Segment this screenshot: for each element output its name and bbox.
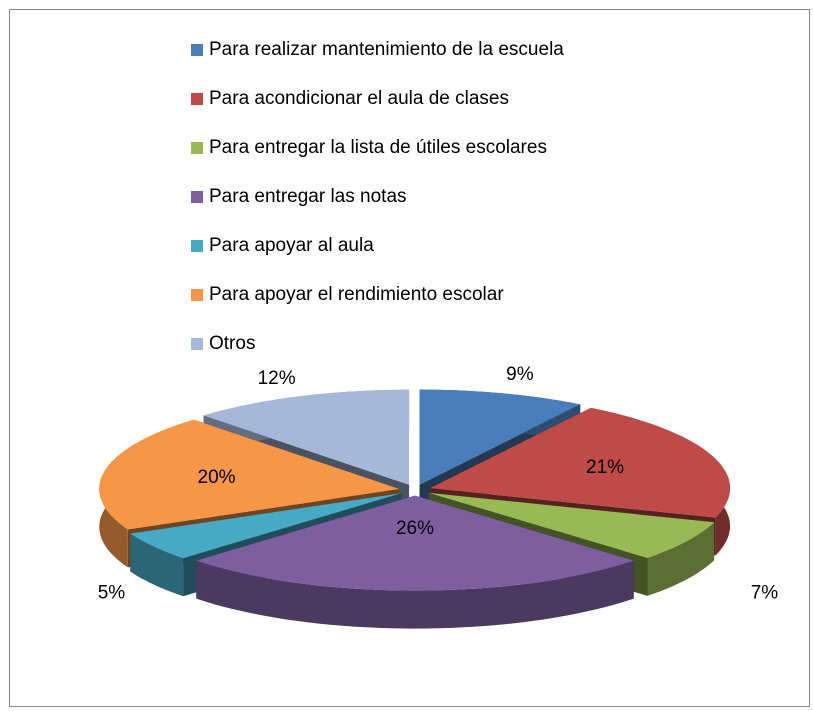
slice-top — [419, 389, 581, 485]
slice-top — [196, 495, 634, 591]
legend-label: Para acondicionar el aula de clases — [209, 88, 509, 109]
legend-label: Para apoyar al aula — [209, 235, 374, 256]
legend-label: Otros — [209, 333, 255, 354]
slice-top — [130, 493, 402, 559]
legend-label: Para realizar mantenimiento de la escuel… — [209, 39, 564, 60]
legend-swatch — [191, 93, 203, 105]
slice-top — [430, 407, 730, 518]
legend-swatch — [191, 240, 203, 252]
legend-label: Para entregar la lista de útiles escolar… — [209, 137, 547, 158]
slice-top — [203, 389, 410, 485]
data-label: 9% — [506, 364, 534, 385]
data-label: 5% — [98, 583, 126, 604]
data-label: 20% — [198, 467, 236, 488]
slice-top — [428, 492, 715, 558]
legend-swatch — [191, 44, 203, 56]
pie-slice — [196, 495, 634, 629]
data-label: 12% — [258, 368, 296, 389]
legend-swatch — [191, 191, 203, 203]
slice-wall — [647, 522, 715, 596]
data-label: 21% — [586, 457, 624, 478]
data-label: 26% — [396, 518, 434, 539]
slice-wall — [196, 560, 634, 629]
legend-swatch — [191, 289, 203, 301]
legend-swatch — [191, 142, 203, 154]
legend-label: Para apoyar el rendimiento escolar — [209, 284, 504, 305]
slice-wall — [130, 533, 184, 597]
legend-swatch — [191, 338, 203, 350]
legend-label: Para entregar las notas — [209, 186, 407, 207]
slice-top — [99, 419, 400, 530]
data-label: 7% — [751, 583, 779, 604]
